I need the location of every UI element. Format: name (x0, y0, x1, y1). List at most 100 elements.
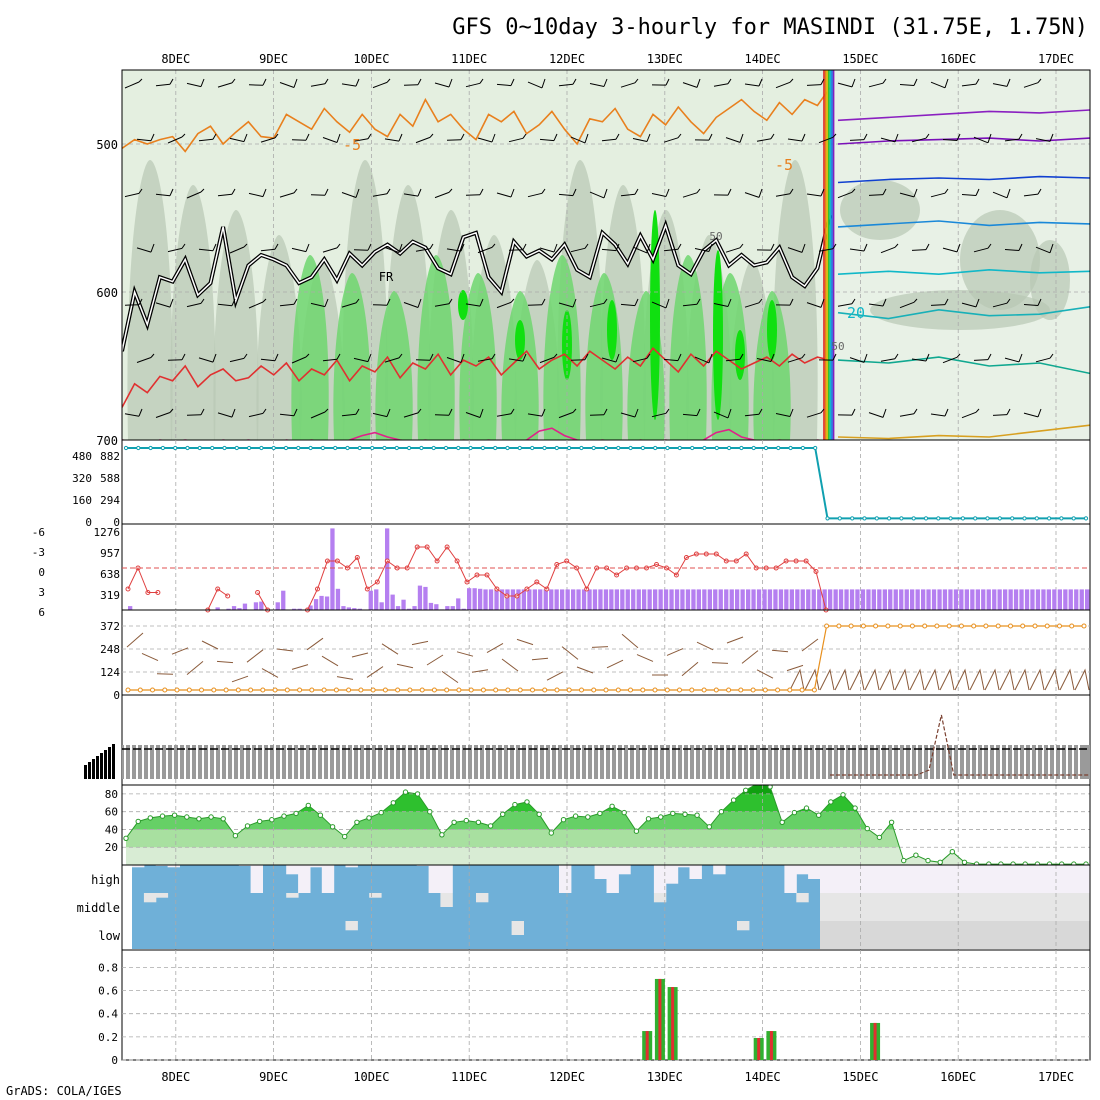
wind-barb (539, 356, 555, 364)
cape-bar (346, 607, 351, 610)
cape-bar (609, 589, 614, 610)
wind-barb-flag (231, 298, 236, 306)
wind-barb-flag (231, 188, 236, 195)
wind-barb-flag (975, 78, 980, 85)
inst-left-tick: 0 (38, 566, 45, 579)
wind10m-barb-strong (909, 668, 925, 691)
wind-barb (849, 139, 865, 141)
wind-barb (849, 248, 865, 252)
cloud-gap (369, 893, 382, 898)
wind-barb (837, 191, 853, 199)
wind-barb-flag (274, 353, 279, 361)
wind10m-barb (396, 663, 414, 669)
x-date-label-bottom: 8DEC (161, 1070, 190, 1084)
wind-barb-flag (541, 188, 546, 194)
cape-bar (483, 589, 488, 610)
wind-speed-point (811, 687, 817, 693)
cloud-gap (784, 865, 797, 893)
thickness-point (899, 516, 904, 521)
rh-area-band (298, 785, 858, 812)
wind-speed-point (1057, 623, 1062, 629)
wind-barb (527, 192, 543, 198)
wind-barb (725, 137, 741, 143)
thickness-point (825, 516, 830, 521)
wind-barb (403, 193, 419, 197)
wind-speed-point (848, 623, 854, 629)
wind10m-barb (336, 676, 354, 680)
lifted-index-line (307, 546, 827, 611)
wind-speed-point (431, 687, 437, 693)
thickness-point (382, 445, 387, 451)
rh-point (682, 811, 688, 817)
contour-annotation: -5 (775, 156, 793, 174)
wind-barb (973, 359, 989, 361)
rh-point (536, 811, 542, 817)
cape-bar (1008, 589, 1013, 610)
thickness-point (197, 445, 202, 451)
thickness-point (640, 445, 646, 451)
wind-barb (167, 247, 183, 253)
thickness-point (1071, 516, 1076, 521)
thickness-point (357, 445, 362, 451)
wind-barb-flag (510, 298, 515, 303)
wind-barb-flag (491, 133, 496, 143)
wind-barb (589, 191, 605, 199)
thickness-point (370, 445, 375, 451)
temperature-line (122, 427, 825, 440)
wind-barb (384, 357, 400, 363)
wind-barb-flag (975, 298, 980, 308)
wind-barb-flag (336, 133, 341, 143)
wind-barb (1035, 246, 1051, 254)
thickness-point (973, 516, 978, 521)
wind-speed-point (922, 623, 928, 629)
wind-barb (279, 303, 295, 307)
wind-speed-point (762, 687, 768, 693)
wind-barb (186, 302, 202, 308)
wind-speed-point (517, 687, 523, 693)
wind-barb (601, 357, 617, 363)
wind10m-barb (771, 649, 789, 653)
wind10m-barb-strong (834, 668, 850, 691)
cape-bar (871, 589, 876, 610)
cape-bar (778, 589, 784, 610)
contour-annotation: 20 (847, 304, 865, 322)
wind-barb (446, 357, 462, 363)
thickness-point (431, 445, 436, 451)
wind-barb-flag (200, 188, 205, 193)
wind-speed-point (909, 623, 915, 629)
wind-speed-point (137, 687, 143, 693)
wind-barb (310, 83, 326, 87)
wind-barb (279, 82, 295, 88)
wind-barb-flag (460, 353, 465, 363)
wind-speed-point (615, 687, 621, 693)
wind-barb-flag (336, 243, 341, 249)
wind-barb-flag (479, 188, 484, 195)
inst-right-tick: 638 (100, 568, 120, 581)
thickness-point (296, 445, 301, 451)
cape-bar (674, 589, 680, 610)
wind-barb (880, 137, 896, 143)
temperature-line-after (837, 356, 1090, 375)
wind-barb (353, 357, 369, 363)
cape-bar (417, 585, 423, 610)
wind-speed-point (579, 687, 584, 693)
temp2m-panel (84, 694, 1091, 786)
wind-barb-flag (603, 188, 608, 199)
cloud-gap (511, 921, 524, 935)
precip-y-tick: 0 (111, 1054, 118, 1067)
cape-bar (729, 589, 734, 610)
wind-barb-flag (1037, 188, 1042, 195)
wind-barb (744, 302, 760, 308)
thick-left-tick: 320 (72, 472, 92, 485)
wind-barb (291, 356, 307, 364)
wind-barb-flag (355, 298, 360, 304)
thickness-slp-panel: 480 320 160 0 882 588 294 0 (72, 439, 1091, 529)
wind-barb (880, 246, 896, 254)
wind-barb (620, 303, 636, 307)
wind-barb-flag (894, 353, 899, 359)
thickness-point (603, 445, 609, 451)
cape-bar (259, 601, 264, 610)
rh-point (791, 809, 798, 816)
wind-speed-point (235, 687, 241, 693)
wind-barb-flag (646, 133, 651, 142)
